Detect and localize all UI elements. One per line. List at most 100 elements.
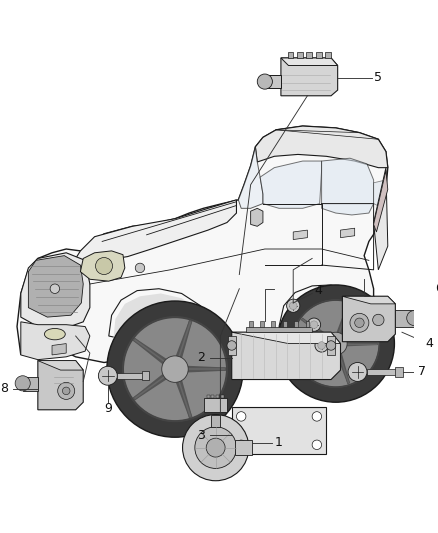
- Polygon shape: [17, 126, 388, 362]
- Polygon shape: [238, 147, 263, 208]
- Circle shape: [325, 332, 347, 355]
- Text: 4: 4: [314, 284, 322, 297]
- Polygon shape: [281, 58, 338, 66]
- Circle shape: [290, 302, 297, 310]
- Circle shape: [355, 318, 364, 327]
- Polygon shape: [287, 52, 293, 58]
- Polygon shape: [232, 332, 340, 379]
- Polygon shape: [204, 399, 227, 411]
- Circle shape: [348, 362, 367, 382]
- Circle shape: [99, 366, 117, 385]
- Circle shape: [227, 341, 237, 350]
- Polygon shape: [294, 321, 298, 327]
- Polygon shape: [340, 228, 355, 238]
- Polygon shape: [260, 161, 321, 208]
- Polygon shape: [212, 394, 214, 399]
- Polygon shape: [23, 377, 38, 391]
- Polygon shape: [374, 171, 388, 232]
- Circle shape: [195, 427, 237, 469]
- Text: 5: 5: [374, 71, 381, 84]
- Polygon shape: [255, 126, 388, 168]
- Polygon shape: [325, 52, 331, 58]
- Text: 2: 2: [197, 351, 205, 364]
- Polygon shape: [251, 208, 263, 227]
- Text: 3: 3: [197, 429, 205, 442]
- Polygon shape: [246, 327, 312, 332]
- Ellipse shape: [44, 328, 65, 340]
- Circle shape: [15, 376, 30, 391]
- Polygon shape: [265, 75, 281, 88]
- Circle shape: [350, 313, 369, 332]
- Polygon shape: [207, 394, 209, 399]
- Polygon shape: [281, 58, 338, 96]
- Circle shape: [407, 311, 422, 326]
- Polygon shape: [374, 180, 386, 208]
- Circle shape: [326, 341, 336, 350]
- Text: 1: 1: [274, 437, 282, 449]
- Circle shape: [237, 440, 246, 449]
- Polygon shape: [21, 322, 90, 360]
- Circle shape: [257, 74, 272, 89]
- Polygon shape: [396, 367, 403, 377]
- Text: 7: 7: [418, 366, 426, 378]
- Polygon shape: [113, 294, 208, 341]
- Circle shape: [95, 257, 113, 274]
- Circle shape: [123, 317, 227, 421]
- Polygon shape: [221, 394, 224, 399]
- Polygon shape: [76, 200, 237, 260]
- Polygon shape: [343, 296, 396, 304]
- Polygon shape: [38, 361, 83, 410]
- Polygon shape: [117, 373, 144, 378]
- Polygon shape: [232, 332, 340, 344]
- Text: 4: 4: [426, 337, 434, 350]
- Polygon shape: [232, 407, 326, 454]
- Polygon shape: [132, 338, 303, 362]
- Circle shape: [373, 314, 384, 326]
- Polygon shape: [283, 321, 286, 327]
- Polygon shape: [81, 251, 125, 281]
- Text: 6: 6: [435, 282, 438, 295]
- Circle shape: [292, 300, 379, 387]
- Circle shape: [162, 356, 188, 382]
- Polygon shape: [272, 321, 275, 327]
- Polygon shape: [316, 52, 321, 58]
- Polygon shape: [396, 310, 414, 327]
- Circle shape: [277, 285, 394, 402]
- Circle shape: [206, 438, 225, 457]
- Circle shape: [312, 411, 321, 421]
- Circle shape: [312, 440, 321, 449]
- Polygon shape: [38, 361, 83, 370]
- Text: 8: 8: [0, 383, 8, 395]
- Polygon shape: [297, 52, 303, 58]
- Polygon shape: [52, 344, 66, 355]
- Circle shape: [318, 342, 325, 349]
- Circle shape: [307, 318, 321, 332]
- Polygon shape: [374, 168, 388, 270]
- Polygon shape: [228, 336, 236, 355]
- Polygon shape: [235, 440, 251, 455]
- Circle shape: [58, 382, 75, 399]
- Circle shape: [315, 339, 328, 352]
- Polygon shape: [367, 369, 397, 375]
- Polygon shape: [343, 296, 396, 342]
- Polygon shape: [249, 321, 253, 327]
- Circle shape: [50, 284, 60, 294]
- Circle shape: [237, 411, 246, 421]
- Polygon shape: [306, 321, 309, 327]
- Polygon shape: [321, 158, 374, 215]
- Circle shape: [107, 301, 243, 437]
- Text: 9: 9: [104, 402, 112, 415]
- Polygon shape: [28, 256, 83, 317]
- Polygon shape: [211, 415, 220, 427]
- Polygon shape: [307, 52, 312, 58]
- Circle shape: [310, 321, 318, 328]
- Polygon shape: [21, 253, 90, 328]
- Polygon shape: [142, 371, 149, 381]
- Circle shape: [286, 299, 300, 312]
- Polygon shape: [293, 230, 307, 239]
- Circle shape: [135, 263, 145, 273]
- Circle shape: [63, 387, 70, 394]
- Polygon shape: [216, 394, 219, 399]
- Polygon shape: [260, 321, 264, 327]
- Polygon shape: [327, 336, 335, 355]
